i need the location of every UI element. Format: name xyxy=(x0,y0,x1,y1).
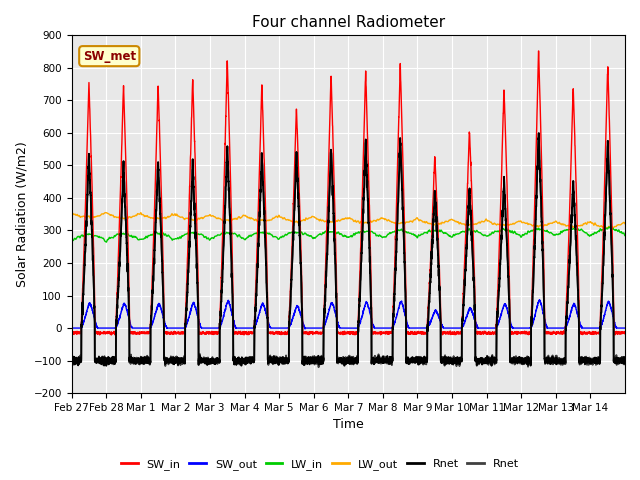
Rnet2 xyxy=(527,318,535,324)
LW_in xyxy=(500,227,508,232)
LW_in xyxy=(399,228,406,234)
LW_out xyxy=(621,221,629,227)
Rnet xyxy=(488,363,495,369)
Line: SW_in: SW_in xyxy=(72,51,625,335)
Rnet2 xyxy=(542,360,550,366)
Rnet2 xyxy=(500,178,508,184)
Rnet xyxy=(399,194,406,200)
SW_out xyxy=(542,321,550,327)
SW_out xyxy=(527,324,535,330)
Rnet xyxy=(535,130,543,136)
Rnet2 xyxy=(535,130,543,136)
LW_in xyxy=(527,228,535,234)
SW_in xyxy=(68,331,76,336)
LW_in xyxy=(542,228,550,234)
Legend: SW_in, SW_out, LW_in, LW_out, Rnet, Rnet: SW_in, SW_out, LW_in, LW_out, Rnet, Rnet xyxy=(116,455,524,474)
LW_out xyxy=(399,220,406,226)
Line: LW_out: LW_out xyxy=(72,213,625,228)
Rnet2 xyxy=(182,305,190,311)
SW_out xyxy=(621,325,629,331)
SW_in xyxy=(535,48,543,54)
SW_in xyxy=(542,329,550,335)
Line: SW_out: SW_out xyxy=(72,300,625,329)
SW_in xyxy=(369,331,377,336)
Rnet xyxy=(527,318,535,324)
Rnet2 xyxy=(621,359,629,364)
Rnet2 xyxy=(369,357,377,362)
LW_out xyxy=(604,226,612,231)
Rnet2 xyxy=(315,364,323,370)
Rnet xyxy=(542,358,550,363)
Line: LW_in: LW_in xyxy=(72,227,625,242)
Rnet2 xyxy=(399,201,406,206)
Rnet xyxy=(500,178,508,184)
SW_in xyxy=(399,145,406,151)
SW_out xyxy=(500,302,508,308)
SW_in xyxy=(527,311,535,316)
SW_out xyxy=(182,322,190,328)
LW_out xyxy=(182,216,190,221)
LW_in xyxy=(68,238,76,243)
SW_in xyxy=(621,330,629,336)
LW_out xyxy=(369,218,377,224)
SW_in xyxy=(108,332,115,338)
Rnet2 xyxy=(68,357,76,362)
Rnet xyxy=(621,358,629,364)
X-axis label: Time: Time xyxy=(333,419,364,432)
Text: SW_met: SW_met xyxy=(83,49,136,63)
LW_in xyxy=(605,224,613,230)
SW_out xyxy=(369,322,377,328)
Title: Four channel Radiometer: Four channel Radiometer xyxy=(252,15,445,30)
SW_out xyxy=(536,297,543,303)
SW_out xyxy=(68,325,76,331)
LW_out xyxy=(527,222,535,228)
Line: Rnet2: Rnet2 xyxy=(72,133,625,367)
LW_out xyxy=(102,210,109,216)
LW_out xyxy=(500,223,508,228)
LW_out xyxy=(542,222,550,228)
Line: Rnet: Rnet xyxy=(72,133,625,366)
SW_in xyxy=(182,286,190,292)
LW_in xyxy=(369,229,377,235)
SW_out xyxy=(399,302,406,308)
LW_out xyxy=(68,211,76,216)
Y-axis label: Solar Radiation (W/m2): Solar Radiation (W/m2) xyxy=(15,141,28,287)
SW_in xyxy=(500,88,508,94)
Rnet xyxy=(369,358,376,363)
Rnet xyxy=(182,305,190,311)
LW_in xyxy=(182,231,190,237)
LW_in xyxy=(621,233,629,239)
SW_out xyxy=(301,326,309,332)
LW_in xyxy=(102,240,110,245)
Rnet xyxy=(68,356,76,362)
